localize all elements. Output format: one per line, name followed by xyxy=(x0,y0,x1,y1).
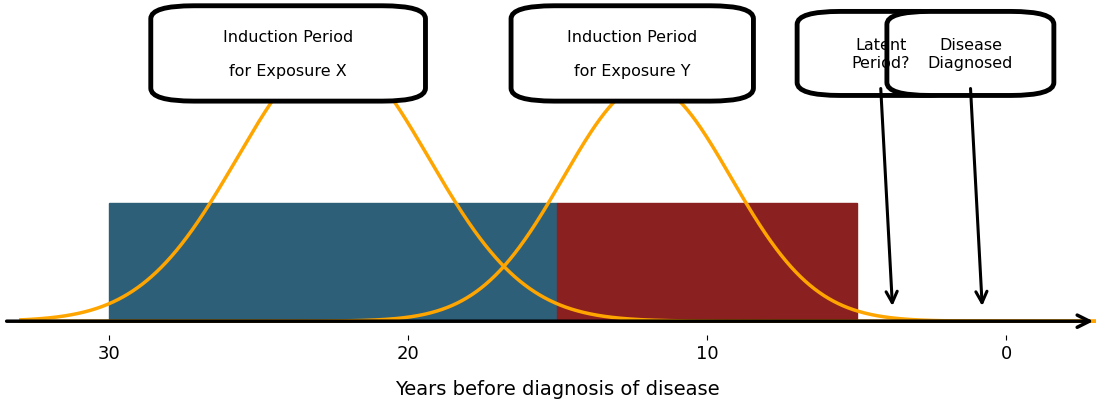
Bar xyxy=(108,203,557,322)
X-axis label: Years before diagnosis of disease: Years before diagnosis of disease xyxy=(395,379,720,398)
FancyBboxPatch shape xyxy=(887,13,1053,96)
Text: Disease
Diagnosed: Disease Diagnosed xyxy=(928,38,1013,70)
FancyBboxPatch shape xyxy=(511,7,753,102)
FancyBboxPatch shape xyxy=(797,13,964,96)
Text: Induction Period

for Exposure Y: Induction Period for Exposure Y xyxy=(567,30,697,79)
FancyBboxPatch shape xyxy=(151,7,426,102)
Text: Induction Period

for Exposure X: Induction Period for Exposure X xyxy=(223,30,353,79)
Text: Latent
Period?: Latent Period? xyxy=(852,38,910,70)
Bar xyxy=(557,203,857,322)
